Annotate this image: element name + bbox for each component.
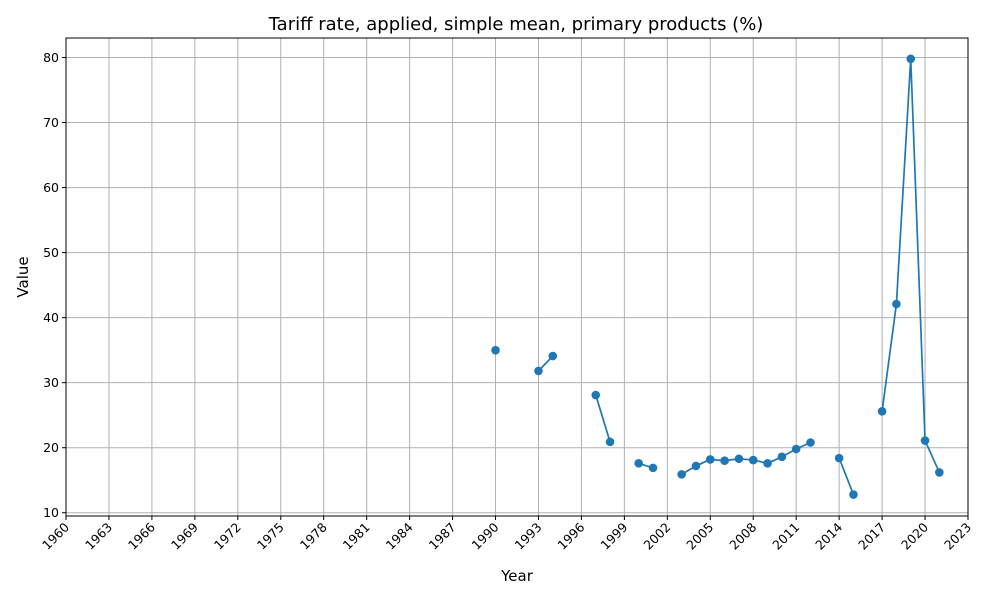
x-tick-label: 1978: [297, 519, 330, 552]
data-point: [705, 455, 715, 464]
data-point: [892, 299, 901, 309]
y-tick-label: 70: [43, 115, 59, 130]
x-tick-label: 1972: [211, 520, 244, 553]
y-tick-label: 50: [43, 245, 59, 260]
data-point: [734, 454, 744, 464]
data-point: [748, 455, 758, 465]
data-point: [763, 459, 772, 468]
y-axis: 10 20 30 40 50 60 70 80: [43, 50, 66, 520]
x-axis-label: Year: [500, 567, 534, 585]
x-tick-label: 2005: [683, 520, 716, 553]
x-tick-label: 2020: [898, 519, 931, 552]
grid: [65, 38, 969, 516]
x-tick-label: 2002: [640, 520, 673, 553]
data-point: [777, 452, 787, 462]
data-point: [906, 54, 916, 64]
y-axis-label: Value: [14, 256, 32, 297]
data-point: [534, 366, 543, 376]
x-axis: 1960 1963 1966 1969 1972 1975 1978 1981 1984 1987…: [39, 516, 974, 553]
y-tick-label: 80: [43, 50, 59, 65]
data-point: [491, 345, 500, 355]
x-tick-label: 1960: [39, 519, 72, 552]
y-tick-label: 10: [43, 505, 59, 520]
data-point: [720, 456, 729, 466]
x-tick-label: 1999: [597, 519, 630, 552]
x-tick-label: 1990: [469, 519, 502, 552]
plot-frame: [65, 37, 969, 517]
x-tick-label: 1969: [168, 519, 201, 552]
y-tick-label: 20: [43, 440, 59, 455]
series-layer: [491, 54, 944, 499]
chart-title: Tariff rate, applied, simple mean, prima…: [268, 14, 764, 35]
x-tick-label: 2014: [812, 519, 845, 552]
x-tick-label: 2011: [769, 520, 802, 553]
x-tick-label: 1963: [82, 520, 115, 553]
y-tick-label: 30: [43, 375, 59, 390]
y-tick-label: 60: [43, 180, 59, 195]
data-point: [806, 438, 815, 447]
data-point: [548, 351, 558, 361]
x-tick-label: 1966: [125, 519, 158, 552]
data-point: [920, 436, 930, 445]
x-tick-label: 1975: [254, 520, 287, 553]
data-point: [834, 453, 844, 463]
x-tick-label: 1981: [340, 520, 373, 553]
x-tick-label: 2008: [726, 519, 759, 552]
series-line: [594, 394, 611, 443]
x-tick-label: 2023: [941, 520, 974, 553]
data-point: [849, 490, 858, 499]
x-tick-label: 1987: [426, 520, 459, 553]
series-line: [881, 58, 941, 473]
data-point: [691, 461, 701, 471]
x-tick-label: 1993: [511, 520, 544, 553]
data-point: [791, 444, 801, 454]
data-point: [677, 470, 686, 479]
x-tick-label: 1996: [554, 519, 587, 552]
data-point: [605, 437, 615, 447]
series-line: [838, 457, 855, 495]
series-line: [681, 441, 811, 476]
data-point: [648, 463, 658, 473]
data-point: [591, 390, 601, 400]
x-tick-label: 2017: [855, 520, 888, 553]
data-point: [634, 459, 643, 468]
data-point: [935, 468, 944, 477]
data-point: [877, 406, 887, 416]
x-tick-label: 1984: [383, 519, 416, 552]
y-tick-label: 40: [43, 310, 59, 325]
